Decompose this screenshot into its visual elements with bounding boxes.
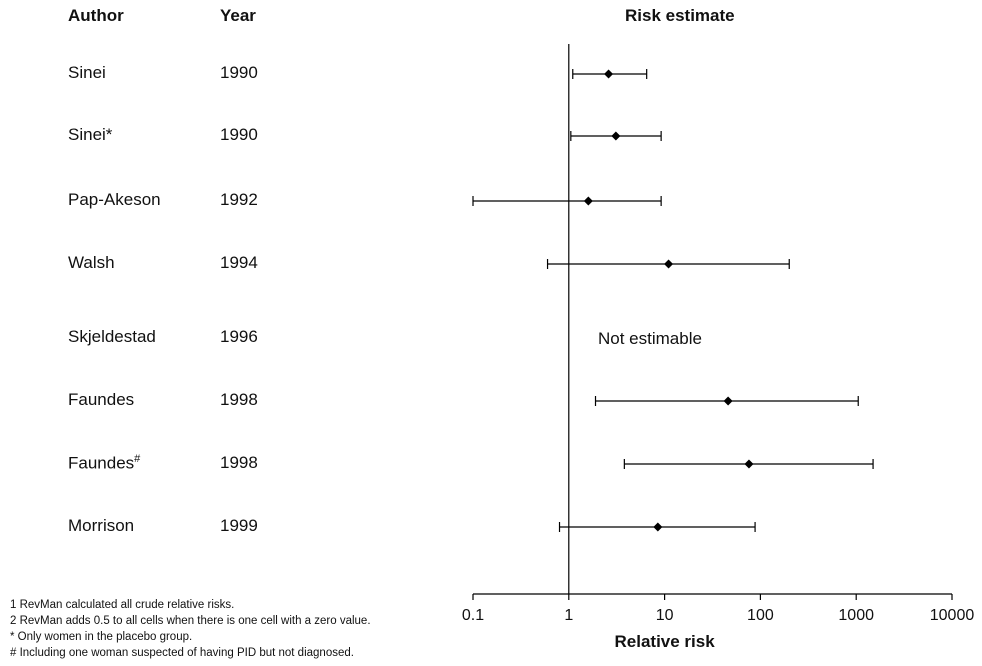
year-label: 1994 [220, 253, 258, 272]
year-label: 1992 [220, 190, 258, 209]
year-label: 1998 [220, 453, 258, 472]
year-label: 1996 [220, 327, 258, 346]
point-estimate [664, 259, 674, 269]
footnote-3: * Only women in the placebo group. [10, 631, 193, 643]
author-label: Faundes# [68, 453, 141, 473]
footnote-4: # Including one woman suspected of havin… [10, 647, 354, 659]
author-label: Morrison [68, 516, 135, 535]
footnote-2: 2 RevMan adds 0.5 to all cells when ther… [10, 615, 371, 627]
x-tick-label: 1000 [838, 607, 874, 624]
year-label: 1990 [220, 125, 258, 144]
point-estimate [583, 196, 593, 206]
author-superscript: # [134, 453, 141, 465]
x-tick-label: 100 [747, 607, 774, 624]
footnotes: 1 RevMan calculated all crude relative r… [10, 597, 371, 661]
x-tick-label: 1 [564, 607, 573, 624]
year-label: 1990 [220, 63, 258, 82]
year-label: 1998 [220, 390, 258, 409]
point-estimate [744, 459, 754, 469]
author-label: Faundes [68, 390, 135, 409]
author-label: Skjeldestad [68, 327, 156, 346]
point-estimate [653, 522, 663, 532]
author-label: Walsh [68, 253, 115, 272]
x-axis-label: Relative risk [615, 632, 716, 651]
author-label: Pap-Akeson [68, 190, 161, 209]
point-estimate [723, 396, 733, 406]
x-tick-label: 10 [656, 607, 674, 624]
author-label: Sinei* [68, 125, 113, 144]
point-estimate [604, 69, 614, 79]
not-estimable-label: Not estimable [598, 329, 702, 348]
year-header: Year [220, 6, 256, 25]
author-header: Author [68, 6, 124, 25]
x-tick-label: 0.1 [462, 607, 484, 624]
point-estimate [611, 131, 621, 141]
risk-estimate-header: Risk estimate [625, 6, 735, 25]
year-label: 1999 [220, 516, 258, 535]
x-tick-label: 10000 [930, 607, 975, 624]
footnote-1: 1 RevMan calculated all crude relative r… [10, 599, 235, 611]
author-label: Sinei [68, 63, 106, 82]
